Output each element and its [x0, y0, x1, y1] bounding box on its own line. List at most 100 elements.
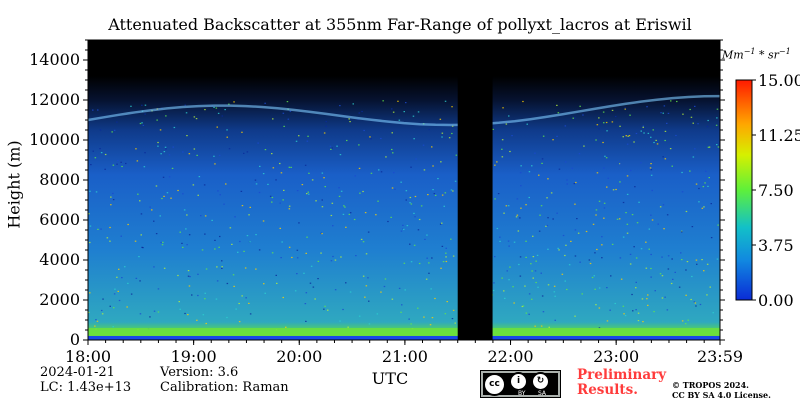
speckle	[574, 117, 576, 119]
speckle	[445, 252, 447, 254]
speckle	[611, 109, 614, 111]
speckle	[89, 225, 92, 227]
speckle	[231, 243, 233, 245]
speckle	[141, 122, 143, 124]
speckle	[221, 260, 223, 262]
speckle	[681, 231, 683, 233]
speckle	[420, 205, 423, 207]
speckle	[226, 136, 228, 138]
speckle	[532, 256, 535, 258]
speckle	[360, 238, 363, 240]
speckle	[576, 218, 578, 220]
speckle	[666, 309, 669, 311]
speckle	[187, 314, 189, 316]
speckle	[450, 189, 453, 191]
speckle	[626, 232, 629, 234]
speckle	[249, 241, 251, 243]
speckle	[281, 241, 283, 243]
speckle	[650, 276, 652, 278]
speckle	[509, 266, 511, 268]
speckle	[517, 230, 520, 232]
speckle	[288, 166, 291, 168]
speckle	[92, 109, 94, 111]
speckle	[598, 200, 601, 202]
speckle	[707, 185, 709, 187]
speckle	[566, 179, 568, 181]
speckle	[221, 266, 223, 268]
speckle	[417, 111, 420, 113]
speckle	[716, 108, 719, 110]
speckle	[324, 186, 326, 188]
speckle	[574, 255, 577, 257]
speckle	[704, 182, 706, 184]
speckle	[163, 151, 166, 153]
speckle	[697, 123, 699, 125]
speckle	[425, 278, 428, 280]
speckle	[455, 154, 458, 156]
speckle	[705, 170, 707, 172]
speckle	[157, 311, 160, 313]
speckle	[650, 267, 652, 270]
speckle	[445, 260, 448, 263]
y-tick-label: 8000	[39, 170, 80, 189]
speckle	[538, 174, 540, 176]
speckle	[358, 315, 361, 317]
x-tick-label: 18:00	[65, 347, 111, 366]
speckle	[671, 258, 673, 260]
speckle	[177, 189, 179, 192]
speckle	[574, 229, 577, 231]
speckle	[531, 165, 533, 167]
speckle	[522, 305, 525, 307]
speckle	[642, 321, 644, 323]
speckle	[97, 109, 99, 111]
speckle	[197, 294, 199, 297]
speckle	[538, 230, 541, 232]
speckle	[428, 129, 430, 131]
speckle	[566, 288, 568, 291]
speckle	[410, 261, 413, 263]
speckle	[306, 193, 308, 195]
speckle	[258, 191, 261, 194]
x-tick-label: 23:00	[593, 347, 639, 366]
speckle	[142, 124, 145, 126]
speckle	[695, 305, 697, 307]
speckle	[262, 173, 265, 175]
speckle	[619, 181, 621, 183]
speckle	[532, 277, 534, 279]
speckle	[578, 153, 581, 155]
speckle	[708, 177, 710, 179]
speckle	[135, 148, 137, 150]
speckle	[307, 191, 309, 193]
speckle	[541, 162, 543, 164]
speckle	[663, 228, 665, 230]
speckle	[626, 193, 629, 195]
speckle	[615, 188, 617, 191]
speckle	[88, 311, 90, 313]
speckle	[548, 326, 550, 328]
speckle	[446, 301, 448, 303]
speckle	[624, 108, 626, 110]
speckle	[717, 146, 720, 148]
speckle	[603, 207, 606, 209]
x-tick-label: 23:59	[697, 347, 743, 366]
speckle	[171, 167, 174, 169]
speckle	[640, 130, 642, 132]
speckle	[426, 257, 428, 259]
speckle	[240, 190, 243, 192]
speckle	[364, 296, 366, 298]
speckle	[217, 190, 219, 192]
speckle	[707, 146, 710, 148]
speckle	[367, 231, 370, 233]
speckle	[546, 197, 548, 199]
speckle	[391, 132, 393, 134]
speckle	[568, 264, 571, 266]
speckle	[279, 227, 281, 229]
speckle	[345, 226, 347, 228]
speckle	[619, 163, 622, 165]
speckle	[594, 288, 596, 290]
speckle	[237, 251, 239, 253]
speckle	[224, 109, 226, 111]
speckle	[370, 138, 372, 140]
speckle	[503, 290, 505, 292]
speckle	[507, 205, 510, 207]
